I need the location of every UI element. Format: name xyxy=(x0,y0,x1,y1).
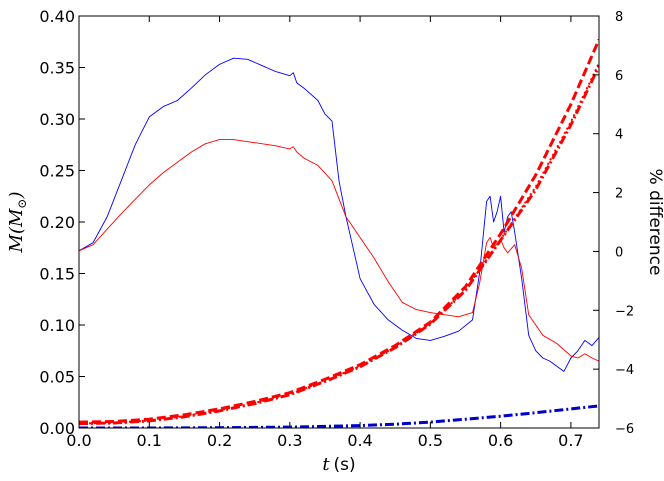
y-left-tick-label: 0.40 xyxy=(39,7,75,26)
y-left-tick-label: 0.00 xyxy=(39,419,75,438)
x-tick-label: 0.2 xyxy=(207,431,232,450)
y-right-tick-label: −4 xyxy=(615,363,634,378)
series-line-5 xyxy=(79,65,599,426)
y-right-tick-label: 0 xyxy=(615,245,623,260)
series-line-1 xyxy=(79,57,599,372)
x-tick-label: 0.5 xyxy=(418,431,443,450)
y-left-tick-label: 0.05 xyxy=(39,368,75,387)
series-line-2 xyxy=(79,139,599,362)
series-line-6 xyxy=(79,404,599,428)
series-line-4 xyxy=(79,62,599,425)
y-left-tick-label: 0.10 xyxy=(39,316,75,335)
y-left-tick-label: 0.35 xyxy=(39,59,75,78)
y-right-tick-label: −6 xyxy=(615,422,634,437)
x-tick-label: 0.1 xyxy=(137,431,162,450)
plot-area xyxy=(79,16,599,428)
y-left-tick-label: 0.30 xyxy=(39,110,75,129)
x-axis-label: t (s) xyxy=(322,454,355,475)
y-axis-left-label: M(M⊙) xyxy=(6,192,29,254)
x-tick-label: 0.7 xyxy=(558,431,583,450)
y-axis-right-label: % difference xyxy=(645,169,664,276)
y-right-tick-label: −2 xyxy=(615,304,634,319)
x-tick-label: 0.6 xyxy=(488,431,513,450)
y-left-tick-label: 0.20 xyxy=(39,213,75,232)
x-tick-label: 0.4 xyxy=(347,431,372,450)
y-right-tick-label: 8 xyxy=(615,10,623,25)
x-tick-label: 0.3 xyxy=(277,431,302,450)
y-right-tick-label: 4 xyxy=(615,128,623,143)
y-right-tick-label: 2 xyxy=(615,187,623,202)
y-left-tick-label: 0.15 xyxy=(39,265,75,284)
y-right-tick-label: 6 xyxy=(615,69,623,84)
y-left-tick-label: 0.25 xyxy=(39,162,75,181)
x-tick-label: 0.0 xyxy=(66,431,91,450)
